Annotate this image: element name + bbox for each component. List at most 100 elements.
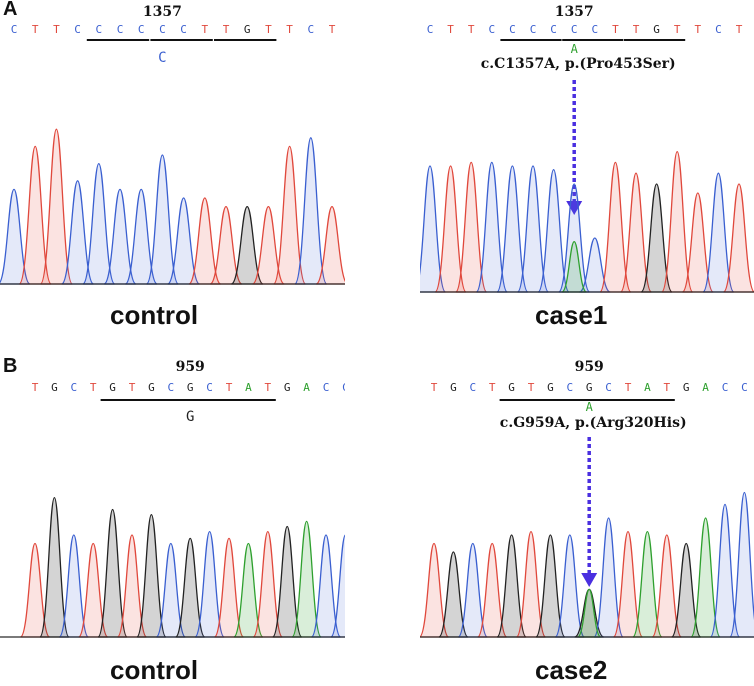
base-letter: T [226,381,233,394]
secondary-peak [576,588,602,638]
base-letter: C [323,381,330,394]
trace-peak [61,180,95,285]
caption-b-control: control [110,655,199,685]
base-letter: T [329,23,336,36]
base-letter: T [264,381,271,394]
base-letter: G [450,381,457,394]
trace-peak [578,237,611,293]
chromatogram-b-case2 [420,491,754,638]
trace-peak [671,542,702,638]
base-letter: G [653,23,660,36]
base-letter: G [244,23,251,36]
trace-peak [554,534,585,638]
base-letter: C [591,23,598,36]
base-letter: C [180,23,187,36]
trace-peak [729,491,754,638]
caption-a-control: control [110,300,199,330]
chromatogram-a-control [0,128,345,285]
base-letter: G [508,381,515,394]
base-letter: C [138,23,145,36]
base-letter: C [206,381,213,394]
base-letter: T [674,23,681,36]
trace-peak [175,537,206,638]
base-letter: C [605,381,612,394]
base-letter: T [625,381,632,394]
base-letter: T [53,23,60,36]
trace-peak [477,542,508,638]
base-letter: T [431,381,438,394]
base-letter: T [32,23,39,36]
trace-peak [116,534,148,638]
trace-peak [438,551,469,638]
base-letter: T [694,23,701,36]
base-letter: C [342,381,345,394]
trace-peak [230,205,264,285]
base-letter: C [722,381,729,394]
panel-label-a: A [3,0,18,20]
base-letter: T [633,23,640,36]
base-letter: G [148,381,155,394]
base-letter: T [468,23,475,36]
base-letter: G [586,381,593,394]
trace-peak [294,137,328,285]
base-letter: T [286,23,293,36]
base-letter: C [488,23,495,36]
panel-label-b: B [3,355,18,377]
mutation-label: c.G959A, p.(Arg320His) [500,415,687,431]
mutation-label: c.C1357A, p.(Pro453Ser) [481,56,676,72]
base-letter: G [51,381,58,394]
trace-peak [681,192,714,293]
trace-peak [19,542,51,638]
base-letter: C [469,381,476,394]
base-letter: C [550,23,557,36]
alt-base: C [158,50,166,66]
base-letter: T [223,23,230,36]
base-letter: T [447,23,454,36]
base-letter: T [528,381,535,394]
base-letter: C [427,23,434,36]
base-letter: T [265,23,272,36]
base-letter: A [644,381,651,394]
caption-b-case2: case2 [535,655,608,685]
base-letter: T [612,23,619,36]
base-letter: G [284,381,291,394]
arrow-head [581,573,598,587]
trace-peak [330,534,345,638]
base-letter: C [117,23,124,36]
trace-peak [315,205,345,285]
base-letter: C [159,23,166,36]
position-label: 959 [176,359,205,375]
base-letter: C [571,23,578,36]
sequence-header-a-control: C T T C C C C C C T T G T T C T 1357 C [11,4,336,66]
trace-peak [640,183,673,293]
base-letter: T [489,381,496,394]
base-letter: C [715,23,722,36]
alt-base: A [571,42,579,56]
base-letter: T [32,381,39,394]
alt-base: A [586,400,594,414]
base-letter: C [167,381,174,394]
trace-peak [233,542,264,638]
chromatogram-a-case1 [420,150,754,293]
base-letter: C [741,381,748,394]
base-letter: T [736,23,743,36]
base-letter: G [683,381,690,394]
trace-peak [155,542,186,638]
trace-peak [39,128,73,285]
trace-peak [209,205,243,285]
base-letter: C [11,23,18,36]
trace-peak [78,542,109,638]
trace-peak [558,183,591,293]
position-label: 1357 [143,4,182,20]
base-letter: C [70,381,77,394]
base-letter: G [547,381,554,394]
position-label: 1357 [555,4,594,20]
sequence-header-b-control: TGCTGTGCGCTATGACC959G [32,359,345,425]
position-label: 959 [575,359,604,375]
alt-base: G [186,409,194,425]
base-letter: T [201,23,208,36]
base-letter: A [245,381,252,394]
